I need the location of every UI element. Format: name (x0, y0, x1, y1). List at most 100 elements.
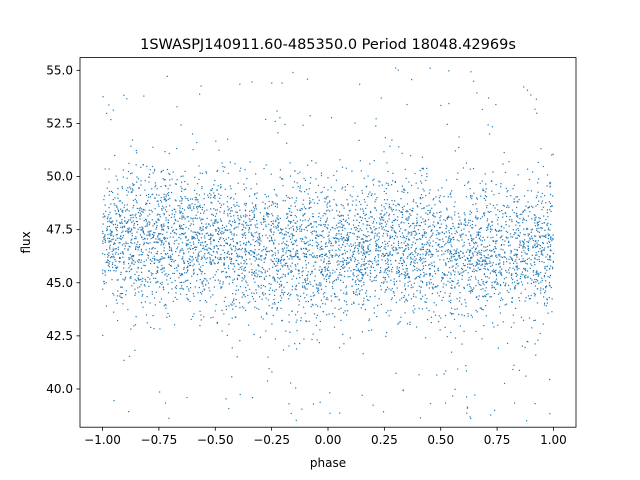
data-point (190, 230, 192, 232)
data-point (161, 281, 163, 283)
data-point (451, 260, 453, 262)
data-point (406, 235, 408, 238)
data-point (401, 262, 404, 265)
data-point (394, 235, 397, 237)
data-point (384, 277, 386, 279)
data-point (297, 269, 299, 271)
data-point (299, 185, 301, 187)
data-point (171, 209, 173, 212)
data-point (512, 368, 514, 371)
data-point (442, 286, 444, 288)
data-point (523, 86, 525, 88)
data-point (159, 258, 161, 260)
data-point (405, 218, 407, 220)
data-point (140, 259, 142, 261)
data-point (212, 260, 214, 262)
data-point (322, 248, 324, 250)
data-point (117, 248, 120, 250)
data-point (181, 287, 183, 289)
data-point (488, 211, 490, 213)
data-point (233, 228, 235, 230)
data-point (172, 272, 174, 274)
data-point (422, 218, 424, 220)
data-point (162, 178, 164, 180)
data-point (324, 224, 326, 226)
data-point (150, 237, 152, 240)
data-point (481, 279, 483, 281)
data-point (176, 298, 178, 301)
data-point (479, 239, 482, 241)
data-point (120, 226, 122, 228)
data-point (513, 198, 515, 200)
data-point (226, 201, 228, 203)
data-point (440, 215, 442, 217)
data-point (456, 258, 458, 260)
data-point (548, 267, 551, 270)
data-point (230, 188, 232, 190)
data-point (487, 257, 489, 259)
data-point (316, 234, 318, 236)
data-point (138, 261, 140, 263)
data-point (118, 214, 121, 216)
data-point (233, 204, 235, 206)
data-point (362, 252, 364, 255)
data-point (426, 284, 428, 286)
data-point (162, 233, 164, 235)
data-point (103, 199, 105, 201)
data-point (239, 266, 241, 269)
data-point (233, 265, 236, 267)
data-point (467, 279, 469, 281)
data-point (267, 299, 269, 301)
data-point (300, 230, 303, 232)
data-point (164, 178, 166, 181)
data-point (163, 193, 165, 195)
data-point (227, 250, 229, 252)
data-point (480, 264, 482, 266)
data-point (511, 219, 513, 221)
data-point (510, 250, 513, 252)
data-point (292, 248, 294, 250)
data-point (475, 215, 477, 217)
data-point (236, 356, 238, 358)
data-point (282, 199, 284, 202)
data-point (111, 230, 113, 232)
data-point (521, 271, 524, 273)
data-point (472, 253, 474, 255)
data-point (222, 249, 224, 251)
data-point (498, 192, 500, 195)
data-point (466, 257, 468, 259)
data-point (189, 300, 191, 303)
data-point (182, 213, 184, 215)
data-point (238, 302, 241, 304)
data-point (179, 207, 181, 209)
data-point (414, 230, 416, 232)
data-point (410, 247, 413, 249)
data-point (107, 237, 109, 239)
data-point (543, 296, 545, 298)
data-point (187, 243, 189, 245)
data-point (213, 192, 215, 194)
data-point (297, 252, 299, 255)
data-point (252, 211, 254, 213)
data-point (474, 241, 477, 243)
data-point (175, 219, 177, 222)
data-point (151, 247, 153, 249)
data-point (259, 258, 261, 260)
data-point (436, 250, 438, 252)
data-point (373, 226, 375, 228)
data-point (270, 204, 273, 206)
data-point (124, 216, 126, 219)
data-point (316, 314, 318, 316)
data-point (443, 273, 445, 275)
data-point (519, 217, 521, 220)
data-point (343, 312, 345, 314)
data-point (476, 217, 478, 219)
data-point (221, 224, 224, 226)
data-point (139, 279, 141, 281)
data-point (212, 316, 214, 318)
data-point (268, 367, 270, 370)
data-point (347, 203, 349, 205)
data-point (286, 281, 288, 284)
data-point (511, 221, 513, 223)
data-point (122, 169, 124, 171)
